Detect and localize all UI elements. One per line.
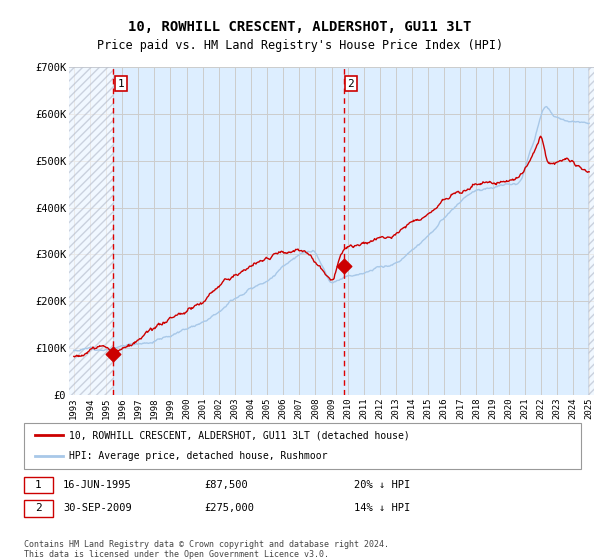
Text: £87,500: £87,500 — [204, 480, 248, 490]
Text: Contains HM Land Registry data © Crown copyright and database right 2024.
This d: Contains HM Land Registry data © Crown c… — [24, 540, 389, 559]
Text: 1: 1 — [35, 480, 42, 490]
Text: 14% ↓ HPI: 14% ↓ HPI — [354, 503, 410, 514]
Bar — [66, 67, 113, 395]
Point — [109, 349, 118, 358]
Text: 10, ROWHILL CRESCENT, ALDERSHOT, GU11 3LT (detached house): 10, ROWHILL CRESCENT, ALDERSHOT, GU11 3L… — [69, 430, 410, 440]
Text: £275,000: £275,000 — [204, 503, 254, 514]
Text: 2: 2 — [35, 503, 42, 514]
Text: 10, ROWHILL CRESCENT, ALDERSHOT, GU11 3LT: 10, ROWHILL CRESCENT, ALDERSHOT, GU11 3L… — [128, 20, 472, 34]
Text: HPI: Average price, detached house, Rushmoor: HPI: Average price, detached house, Rush… — [69, 451, 328, 461]
Text: 30-SEP-2009: 30-SEP-2009 — [63, 503, 132, 514]
Text: 1: 1 — [118, 78, 124, 88]
Text: Price paid vs. HM Land Registry's House Price Index (HPI): Price paid vs. HM Land Registry's House … — [97, 39, 503, 52]
Point — [339, 262, 349, 270]
Text: 2: 2 — [347, 78, 355, 88]
Text: 16-JUN-1995: 16-JUN-1995 — [63, 480, 132, 490]
Text: 20% ↓ HPI: 20% ↓ HPI — [354, 480, 410, 490]
Bar — [588, 67, 597, 395]
